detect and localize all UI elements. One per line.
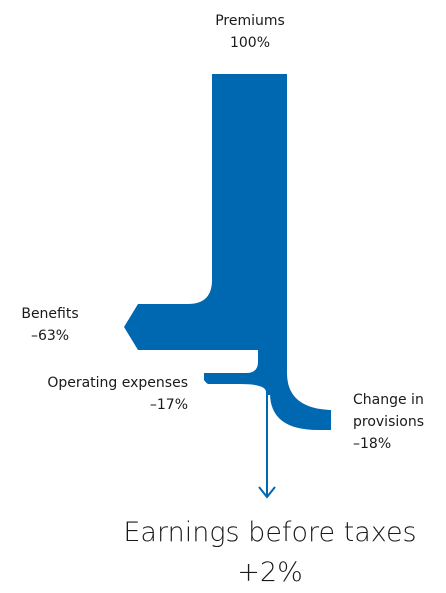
provisions-name-line1: Change in [353,392,424,408]
provisions-label: Change in provisions –18% [353,389,443,455]
premiums-label: Premiums 100% [190,10,310,54]
benefits-name: Benefits [21,306,79,322]
operating-expenses-band [204,340,270,395]
earnings-value: +2% [237,557,303,588]
provisions-value: –18% [353,436,392,452]
earnings-arrowhead [258,486,276,499]
premiums-benefits-band [124,74,287,350]
premiums-name: Premiums [215,13,285,29]
premiums-value: 100% [229,35,271,51]
provisions-name-line2: provisions [353,414,424,430]
earnings-label: Earnings before taxes +2% [100,513,440,593]
earnings-name: Earnings before taxes [123,517,417,548]
provisions-band [270,340,331,430]
benefits-value: –63% [30,328,70,344]
operating-expenses-value: –17% [149,397,188,413]
benefits-label: Benefits –63% [10,303,90,347]
operating-expenses-name: Operating expenses [47,375,188,391]
operating-expenses-label: Operating expenses –17% [10,372,188,416]
